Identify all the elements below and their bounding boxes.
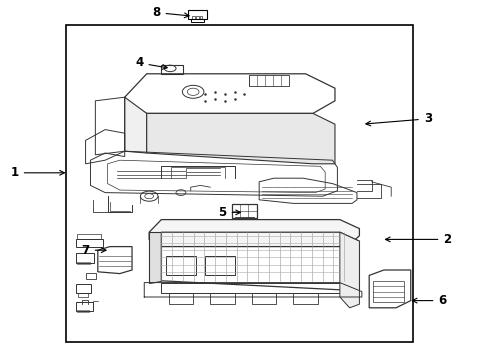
- Text: 5: 5: [218, 206, 240, 219]
- Bar: [77, 310, 81, 312]
- Text: 1: 1: [11, 166, 64, 179]
- Text: 4: 4: [135, 57, 167, 69]
- Bar: [234, 217, 254, 220]
- Bar: [199, 16, 202, 19]
- Bar: [86, 310, 89, 312]
- Bar: [168, 293, 193, 304]
- Bar: [232, 204, 256, 218]
- Bar: [77, 234, 101, 239]
- Text: 3: 3: [365, 112, 431, 126]
- Bar: [78, 293, 88, 297]
- Bar: [76, 302, 93, 311]
- Bar: [66, 25, 412, 342]
- Bar: [161, 283, 339, 293]
- Bar: [293, 293, 317, 304]
- Bar: [76, 253, 94, 263]
- Bar: [77, 262, 81, 264]
- Text: 7: 7: [81, 244, 106, 257]
- Bar: [372, 281, 404, 302]
- Polygon shape: [146, 113, 334, 164]
- Bar: [251, 293, 276, 304]
- Bar: [195, 16, 198, 19]
- Polygon shape: [149, 220, 359, 247]
- Text: 8: 8: [152, 6, 189, 19]
- Bar: [166, 256, 195, 275]
- Bar: [205, 256, 234, 275]
- Bar: [76, 239, 102, 247]
- Bar: [188, 10, 206, 19]
- Bar: [82, 262, 85, 264]
- Bar: [191, 16, 194, 19]
- Bar: [87, 262, 90, 264]
- Text: 6: 6: [411, 294, 446, 307]
- Bar: [210, 293, 234, 304]
- Bar: [81, 310, 85, 312]
- Bar: [76, 284, 91, 293]
- Polygon shape: [339, 232, 359, 308]
- Bar: [249, 75, 288, 86]
- Polygon shape: [124, 97, 146, 153]
- Bar: [190, 19, 204, 22]
- Text: 2: 2: [385, 233, 450, 246]
- Polygon shape: [149, 232, 161, 283]
- Bar: [85, 273, 96, 279]
